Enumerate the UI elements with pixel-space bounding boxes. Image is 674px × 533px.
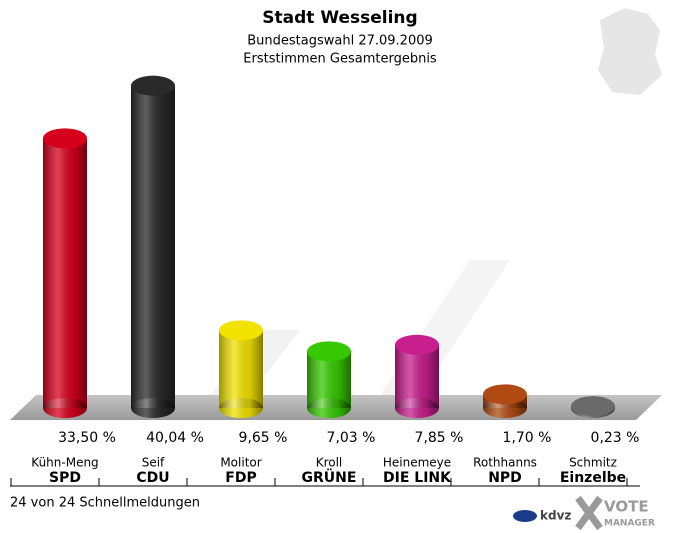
value-label: 7,03 % [327,430,376,446]
bar-top [43,128,87,149]
bar-shade [131,85,175,408]
value-label: 0,23 % [591,430,640,446]
chart-subtitle: Erststimmen Gesamtergebnis [243,52,437,67]
value-label: 7,85 % [415,430,464,446]
party-label: NPD [488,470,522,486]
bar-top [219,320,263,341]
candidate-label: Schmitz [569,456,617,470]
bar-shade [43,138,87,408]
bar-bottom-shade [307,398,351,418]
value-label: 33,50 % [58,430,116,446]
candidate-label: Rothhanns [473,456,537,470]
candidate-label: Kroll [316,456,343,470]
bar-bottom-shade [219,398,263,418]
bar-bottom-shade [483,398,527,418]
logo-text: VOTE [604,498,649,516]
bar-bottom-shade [131,398,175,418]
party-label: FDP [225,470,256,486]
party-label: SPD [49,470,81,486]
party-label: Einzelbe [560,470,626,486]
candidate-label: Seif [142,456,165,470]
bar-shade [219,330,263,408]
logo-text: MANAGER [604,519,655,529]
map-silhouette [598,8,662,95]
chart-title: Stadt Wesseling [262,8,417,28]
chart-subtitle: Bundestagswahl 27.09.2009 [247,34,433,49]
bar-top [395,334,439,355]
candidate-label: Heinemeye [383,456,451,470]
value-label: 1,70 % [503,430,552,446]
logo-x [575,495,603,531]
bar-top [483,384,527,405]
bar-shade [395,344,439,408]
bar-bottom-shade [395,398,439,418]
party-label: GRÜNE [302,468,357,486]
value-label: 9,65 % [239,430,288,446]
candidate-label: Molitor [220,456,261,470]
logo-text: kdvz [540,509,571,523]
party-label: DIE LINK [383,470,452,486]
candidate-label: Kühn-Meng [31,456,98,470]
bar-top [131,75,175,96]
footer-note: 24 von 24 Schnellmeldungen [10,496,200,511]
bar-top [307,341,351,362]
bar-bottom-shade [43,398,87,418]
logo-icon [513,510,537,522]
bar-top [571,396,615,417]
party-label: CDU [136,470,169,486]
value-label: 40,04 % [146,430,204,446]
